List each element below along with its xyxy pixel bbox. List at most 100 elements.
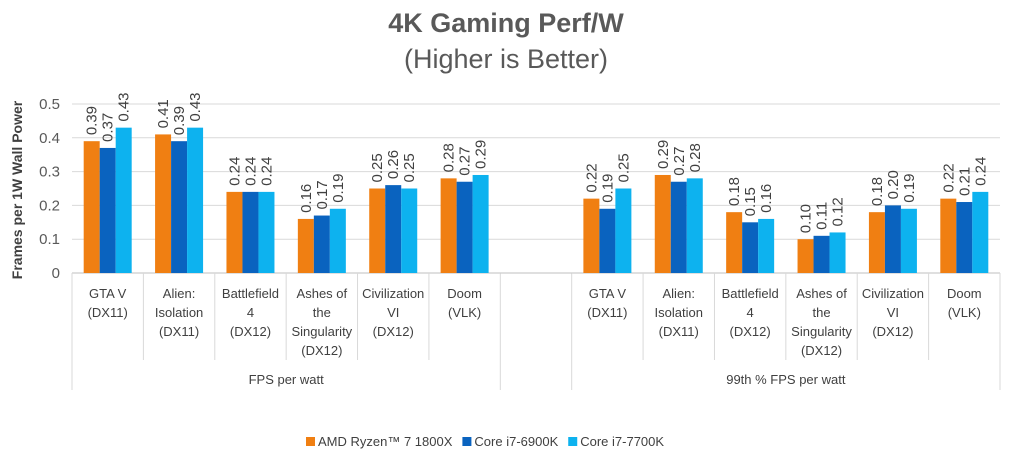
chart-subtitle: (Higher is Better) <box>403 44 609 74</box>
bar <box>226 191 243 273</box>
data-label: 0.22 <box>583 163 600 192</box>
data-label: 0.10 <box>798 204 815 233</box>
category-label: Ashes of <box>297 286 348 301</box>
data-label: 0.20 <box>885 170 902 199</box>
category-label: (DX12) <box>230 324 271 339</box>
data-label: 0.18 <box>869 177 886 206</box>
data-label: 0.27 <box>671 147 688 176</box>
bar <box>884 205 901 273</box>
data-label: 0.17 <box>314 180 331 209</box>
legend-swatch <box>568 437 578 446</box>
bar <box>726 212 743 273</box>
data-label: 0.15 <box>742 187 759 216</box>
data-label: 0.26 <box>385 150 402 179</box>
category-label: (DX12) <box>301 343 342 358</box>
bar <box>829 232 846 273</box>
category-label: Doom <box>947 286 982 301</box>
legend-entry: AMD Ryzen™ 7 1800X <box>318 434 453 449</box>
data-label: 0.25 <box>615 153 632 182</box>
category-label: (VLK) <box>948 305 981 320</box>
bar <box>670 181 687 273</box>
bar <box>940 198 957 273</box>
data-label: 0.27 <box>457 147 474 176</box>
bar <box>313 215 330 273</box>
category-label: VI <box>887 305 899 320</box>
data-label: 0.28 <box>441 143 458 172</box>
bar <box>187 127 204 273</box>
category-label: (VLK) <box>448 305 481 320</box>
category-label: Civilization <box>862 286 924 301</box>
category-label: Civilization <box>362 286 424 301</box>
data-label: 0.29 <box>655 140 672 169</box>
category-label: (DX11) <box>159 324 199 339</box>
data-label: 0.18 <box>726 177 743 206</box>
data-label: 0.11 <box>814 202 831 230</box>
y-tick-label: 0.1 <box>39 231 60 248</box>
group-label: 99th % FPS per watt <box>726 372 846 387</box>
bar <box>813 235 830 273</box>
bar <box>797 239 814 273</box>
legend-swatch <box>462 437 472 446</box>
bar <box>583 198 600 273</box>
category-label: the <box>812 305 830 320</box>
data-label: 0.22 <box>940 163 957 192</box>
y-axis-label: Frames per 1W Wall Power <box>9 100 25 279</box>
category-label: (DX12) <box>373 324 414 339</box>
category-label: Alien: <box>663 286 696 301</box>
data-label: 0.24 <box>226 157 243 186</box>
category-label: GTA V <box>589 286 627 301</box>
bar <box>615 188 632 273</box>
bar <box>115 127 132 273</box>
bar <box>385 185 402 273</box>
bar <box>456 181 473 273</box>
bar <box>171 141 188 273</box>
y-tick-label: 0.4 <box>39 130 60 147</box>
bar <box>654 174 671 273</box>
bar <box>472 174 489 273</box>
data-label: 0.43 <box>116 92 133 121</box>
data-label: 0.24 <box>242 157 259 186</box>
category-label: Doom <box>447 286 482 301</box>
bar <box>956 202 973 273</box>
bar <box>369 188 386 273</box>
bar <box>155 134 172 273</box>
category-label: Alien: <box>163 286 196 301</box>
bar <box>972 191 989 273</box>
category-label: (DX12) <box>801 343 842 358</box>
bar <box>440 178 457 273</box>
legend-entry: Core i7-7700K <box>580 434 664 449</box>
bar <box>258 191 275 273</box>
bar <box>742 222 759 273</box>
category-label: (DX11) <box>587 305 627 320</box>
bar <box>758 218 775 273</box>
data-label: 0.19 <box>901 174 918 203</box>
data-label: 0.19 <box>599 174 616 203</box>
bar <box>599 208 616 273</box>
bar <box>329 208 346 273</box>
data-label: 0.12 <box>830 197 847 226</box>
bar <box>99 147 116 273</box>
category-label: 4 <box>247 305 254 320</box>
category-label: GTA V <box>89 286 127 301</box>
bar <box>242 191 259 273</box>
category-label: Singularity <box>291 324 352 339</box>
data-label: 0.16 <box>298 184 315 213</box>
bar <box>900 208 917 273</box>
data-label: 0.37 <box>100 113 117 142</box>
category-label: Isolation <box>155 305 203 320</box>
data-label: 0.43 <box>187 92 204 121</box>
legend-swatch <box>306 437 315 446</box>
bar <box>297 218 314 273</box>
category-label: (DX11) <box>88 305 128 320</box>
bar <box>868 212 885 273</box>
data-label: 0.29 <box>473 140 490 169</box>
data-label: 0.25 <box>401 153 418 182</box>
data-label: 0.19 <box>330 174 347 203</box>
y-tick-label: 0.2 <box>39 197 60 214</box>
y-tick-label: 0.5 <box>39 96 60 113</box>
category-label: (DX11) <box>659 324 699 339</box>
data-label: 0.16 <box>758 184 775 213</box>
category-label: Singularity <box>791 324 852 339</box>
category-label: (DX12) <box>730 324 771 339</box>
